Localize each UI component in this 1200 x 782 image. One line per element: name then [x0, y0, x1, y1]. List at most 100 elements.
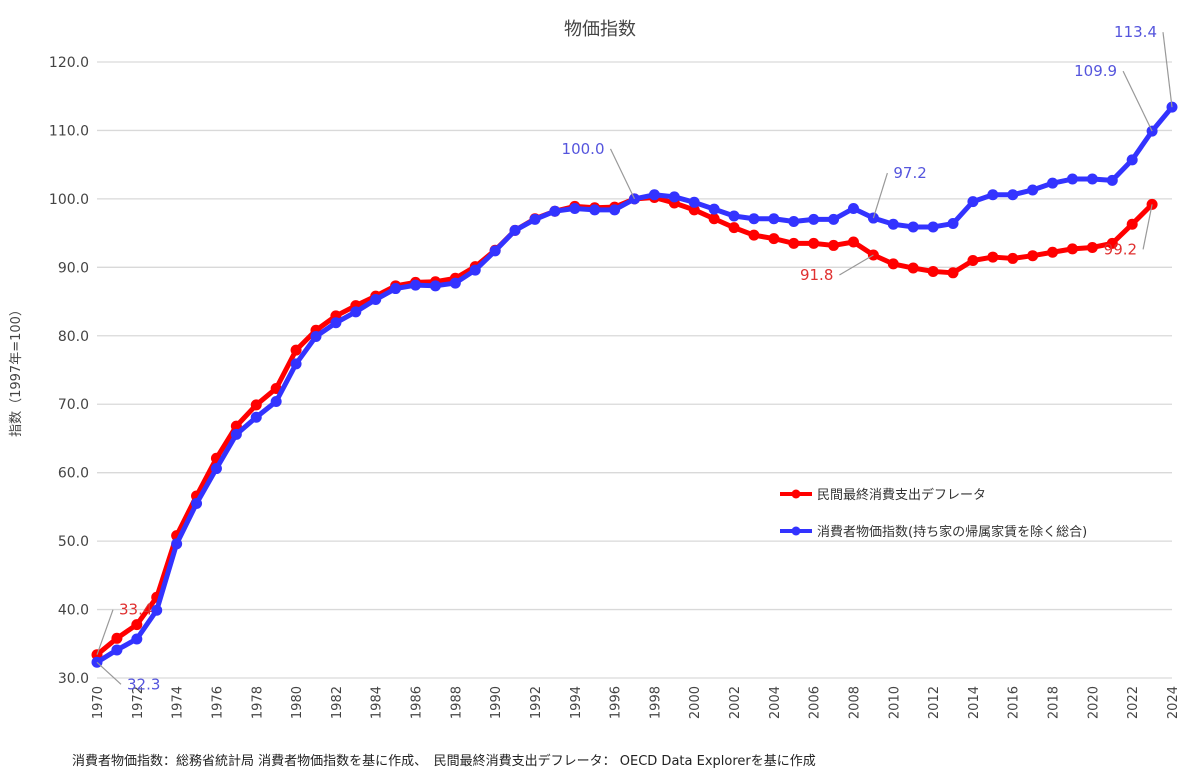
y-tick-label: 40.0	[58, 603, 89, 619]
annotation-leader	[1162, 32, 1173, 108]
x-tick-label: 2014	[967, 686, 982, 719]
data-point	[967, 254, 979, 266]
chart-title: 物価指数	[564, 19, 636, 40]
data-point	[210, 463, 222, 475]
data-point	[131, 619, 143, 631]
x-tick-label: 1976	[210, 686, 225, 719]
legend-label: 民間最終消費支出デフレータ	[817, 487, 986, 503]
x-tick-label: 1986	[410, 686, 425, 719]
data-point	[748, 213, 760, 225]
data-point	[927, 221, 939, 233]
data-point	[887, 218, 899, 230]
data-point	[1027, 250, 1039, 262]
x-tick-label: 2022	[1126, 686, 1141, 719]
y-tick-label: 120.0	[49, 55, 89, 71]
data-point	[1047, 246, 1059, 258]
data-point	[768, 213, 780, 225]
annotation-leader	[96, 661, 122, 685]
y-tick-label: 70.0	[58, 397, 89, 413]
annotation-leader	[609, 148, 636, 200]
data-point	[131, 633, 143, 645]
data-point	[370, 294, 382, 306]
x-tick-label: 2008	[847, 686, 862, 719]
data-point	[987, 189, 999, 201]
data-point	[1106, 174, 1118, 186]
x-tick-label: 2000	[688, 686, 703, 719]
data-point	[1066, 243, 1078, 255]
x-tick-label: 1994	[569, 686, 584, 719]
data-point	[1106, 237, 1118, 249]
annotation-leader	[872, 172, 888, 219]
data-point	[1007, 252, 1019, 264]
data-point	[967, 196, 979, 208]
annotation-label: 100.0	[562, 140, 605, 158]
data-point	[728, 210, 740, 222]
data-point	[230, 428, 242, 440]
y-tick-label: 110.0	[49, 123, 89, 139]
x-tick-label: 2006	[808, 686, 823, 719]
x-tick-label: 1980	[290, 686, 305, 719]
y-axis-label: 指数（1997年=100）	[9, 303, 24, 437]
data-point	[1126, 154, 1138, 166]
annotation-label: 99.2	[1104, 240, 1137, 258]
data-point	[429, 280, 441, 292]
annotation-leader	[839, 254, 874, 276]
data-point	[728, 222, 740, 234]
data-point	[887, 258, 899, 270]
x-tick-label: 2004	[768, 686, 783, 719]
data-point	[808, 237, 820, 249]
data-point	[489, 245, 501, 257]
x-tick-label: 2012	[927, 686, 942, 719]
data-point	[330, 317, 342, 329]
data-point	[171, 538, 183, 550]
data-point	[907, 262, 919, 274]
x-tick-label: 2016	[1007, 686, 1022, 719]
data-point	[1007, 189, 1019, 201]
data-point	[410, 279, 422, 291]
data-point	[191, 497, 203, 509]
x-tick-label: 1992	[529, 686, 544, 719]
y-tick-label: 30.0	[58, 671, 89, 687]
data-point	[310, 330, 322, 342]
data-point	[250, 399, 262, 411]
annotation-label: 109.9	[1074, 62, 1117, 80]
data-point	[828, 213, 840, 225]
data-point	[808, 213, 820, 225]
x-tick-label: 2018	[1047, 686, 1062, 719]
x-tick-label: 1984	[370, 686, 385, 719]
price-index-chart: 物価指数 指数（1997年=100） 30.0 40.0 50.0 60.0 70.0 8…	[9, 19, 1181, 719]
x-tick-label: 2010	[887, 686, 902, 719]
data-point	[111, 644, 123, 656]
legend-label: 消費者物価指数(持ち家の帰属家賃を除く総合)	[817, 524, 1087, 540]
data-point	[847, 236, 859, 248]
annotation-leader	[96, 609, 114, 655]
x-tick-label: 1978	[250, 686, 265, 719]
annotation-leader	[1122, 70, 1153, 132]
y-tick-label: 100.0	[49, 192, 89, 208]
data-point	[907, 221, 919, 233]
data-point	[1086, 173, 1098, 185]
y-tick-label: 90.0	[58, 260, 89, 276]
data-point	[828, 239, 840, 251]
data-point	[290, 344, 302, 356]
x-tick-label: 1988	[449, 686, 464, 719]
x-tick-label: 1982	[330, 686, 345, 719]
data-point	[987, 251, 999, 263]
annotation-label: 113.4	[1114, 23, 1157, 41]
data-point	[449, 277, 461, 289]
data-point	[748, 229, 760, 241]
data-point	[589, 204, 601, 216]
annotation-label: 32.3	[127, 675, 160, 693]
data-point	[768, 233, 780, 245]
x-tick-label: 1996	[609, 686, 624, 719]
data-point	[927, 265, 939, 277]
annotation-leader	[1142, 204, 1153, 250]
data-point	[788, 237, 800, 249]
data-point	[151, 604, 163, 616]
source-note: 消費者物価指数：総務省統計局 消費者物価指数を基に作成、 民間最終消費支出デフレ…	[72, 754, 816, 769]
data-point	[708, 213, 720, 225]
data-point	[847, 202, 859, 214]
data-point	[1027, 184, 1039, 196]
data-point	[788, 215, 800, 227]
data-point	[509, 224, 521, 236]
